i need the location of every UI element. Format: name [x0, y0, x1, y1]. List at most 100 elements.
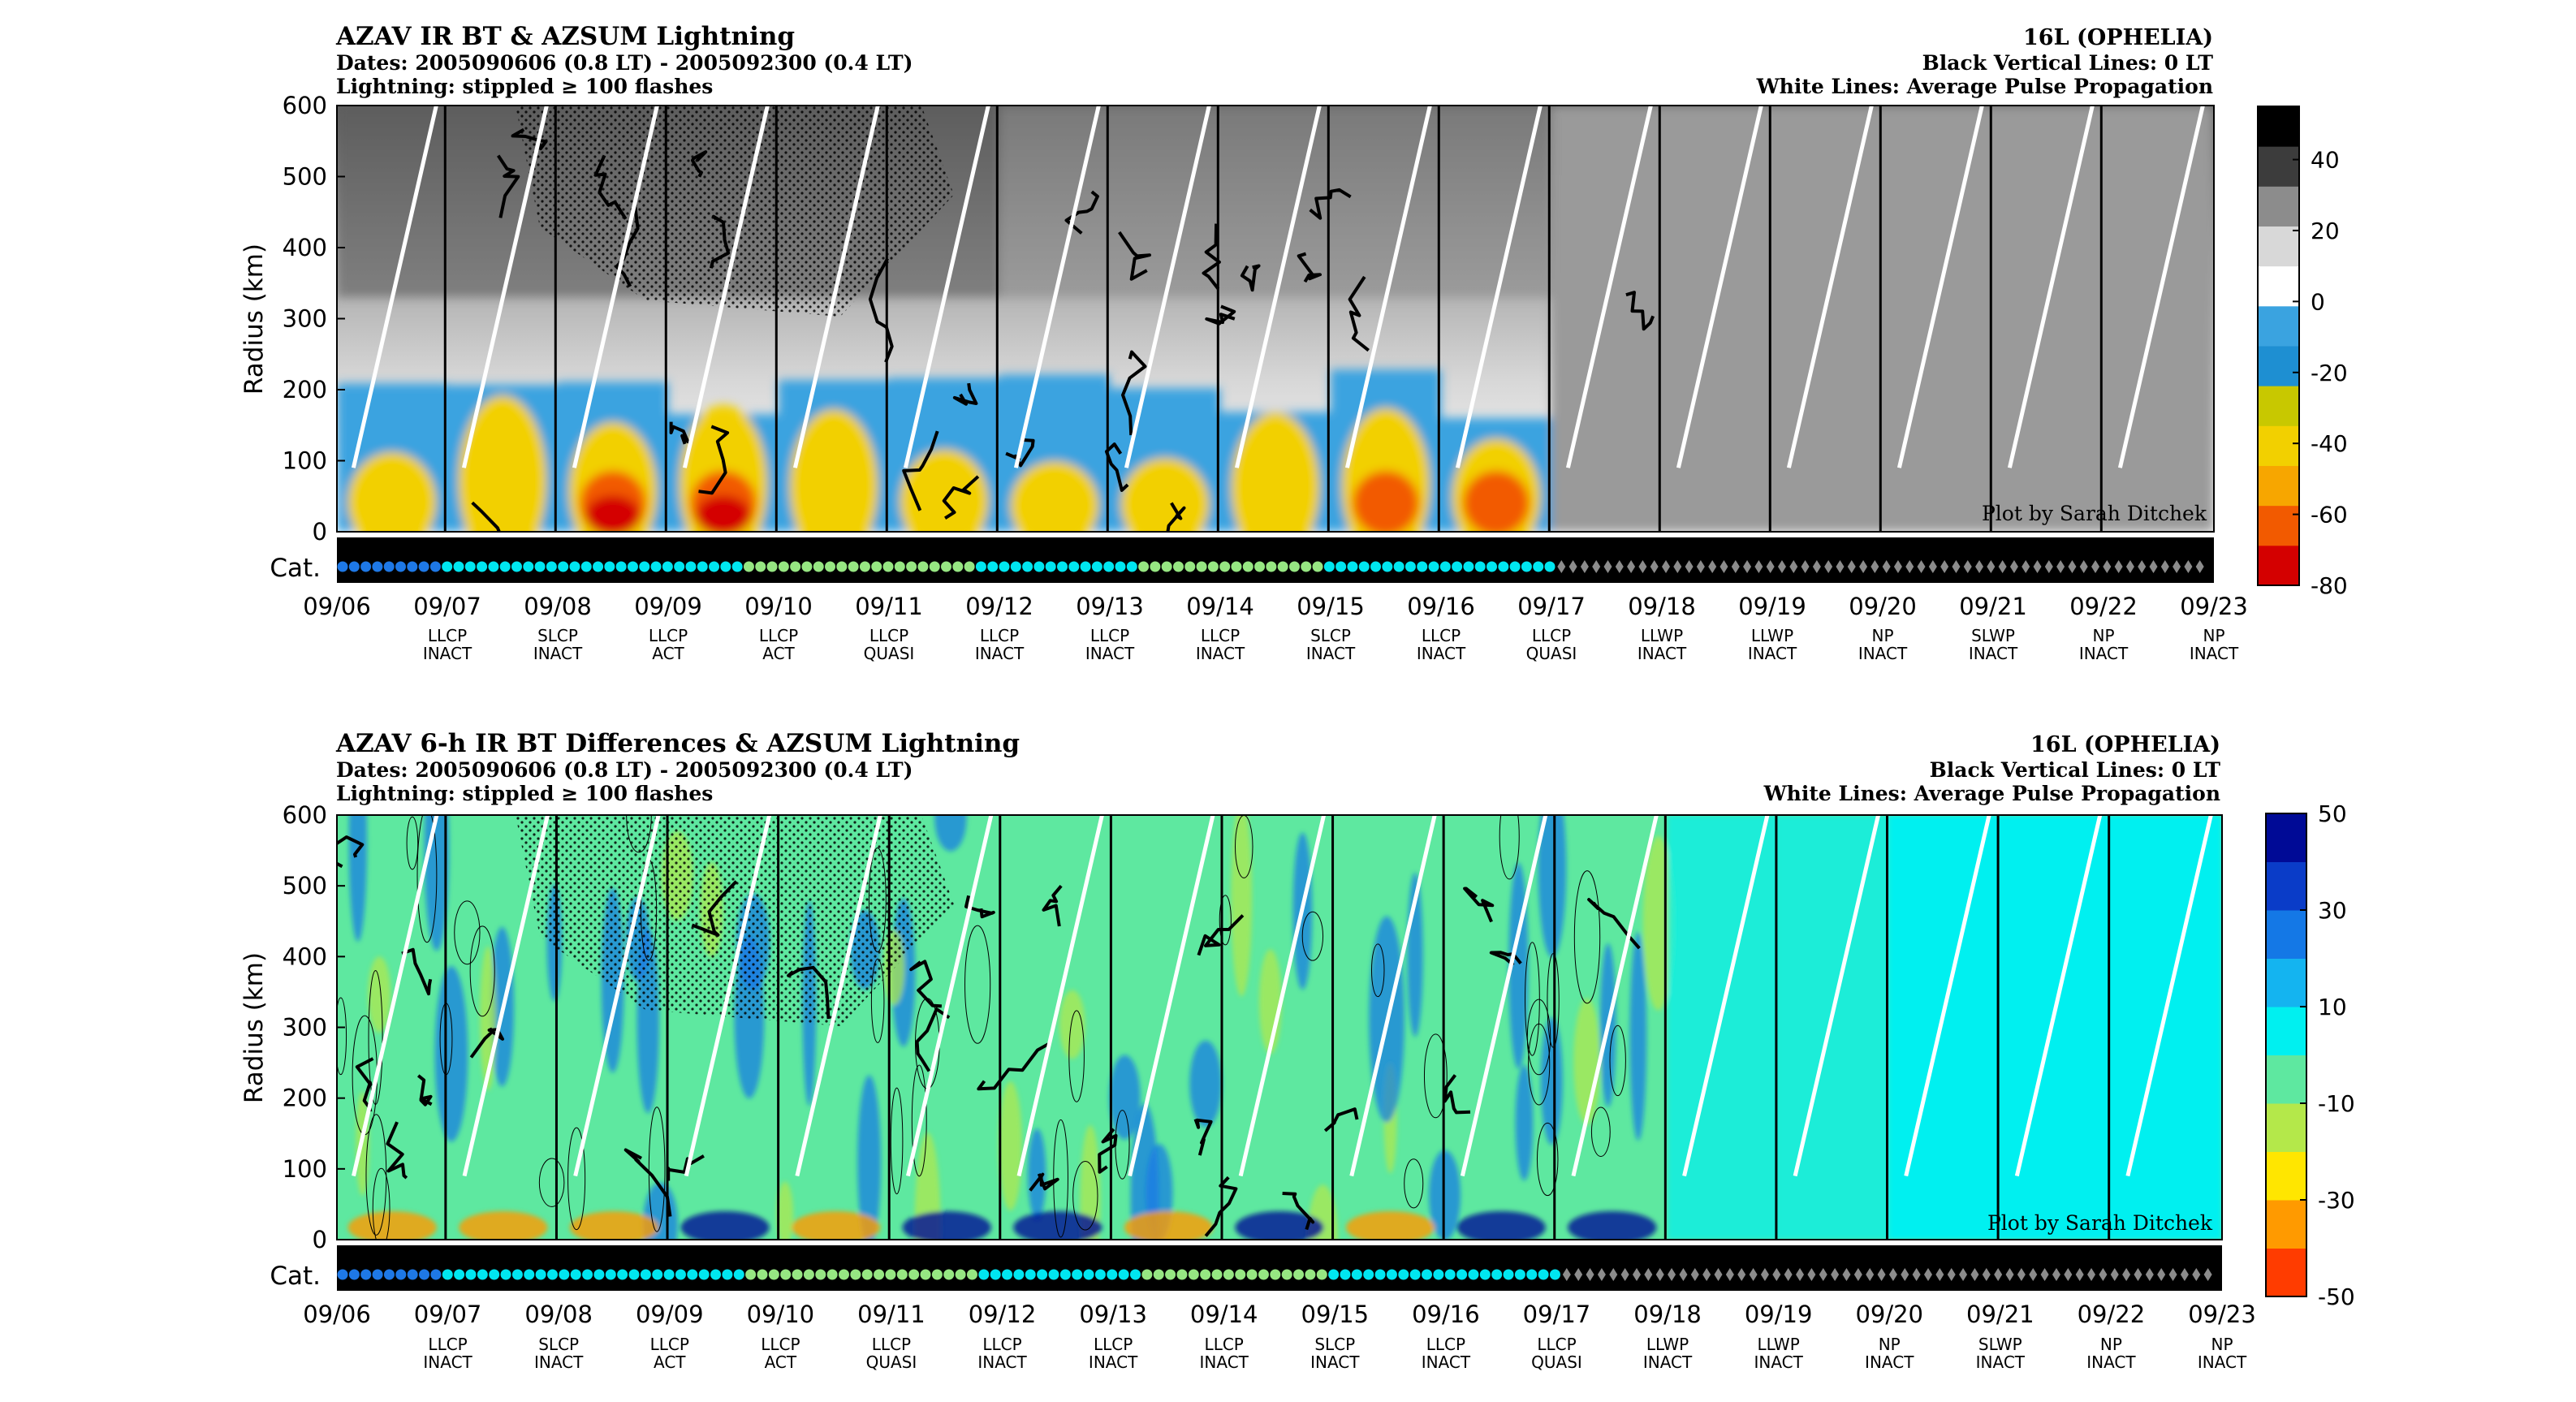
category-marker — [1509, 561, 1521, 572]
category-marker — [1270, 1269, 1281, 1280]
category-marker — [1696, 560, 1705, 573]
category-marker — [593, 1269, 605, 1280]
category-marker — [871, 561, 882, 572]
top-lightning-note: Lightning: stippled ≥ 100 flashes — [336, 75, 713, 98]
category-marker — [2044, 560, 2053, 573]
bottom-pulse-type-label: LLCP — [1205, 1335, 1244, 1354]
category-marker — [1947, 1268, 1956, 1281]
category-marker — [511, 561, 522, 572]
colorbar-swatch — [2266, 1055, 2306, 1104]
category-marker — [1335, 561, 1347, 572]
category-marker — [1772, 1268, 1781, 1281]
category-marker — [1219, 561, 1231, 572]
category-marker — [499, 561, 511, 572]
category-marker — [1126, 561, 1137, 572]
category-marker — [1025, 1269, 1036, 1280]
category-marker — [955, 1269, 966, 1280]
bottom-x-tick-label: 09/19 — [1745, 1301, 1813, 1328]
top-pulse-type-label: SLWP — [1971, 626, 2015, 645]
category-marker — [861, 1269, 873, 1280]
bottom-x-tick-label: 09/12 — [969, 1301, 1037, 1328]
top-x-tick-label: 09/22 — [2069, 593, 2138, 620]
category-marker — [1153, 1269, 1164, 1280]
category-marker — [1235, 1269, 1246, 1280]
bottom-x-tick-label: 09/09 — [636, 1301, 704, 1328]
category-marker — [1568, 560, 1577, 573]
category-marker — [1702, 1268, 1711, 1281]
category-marker — [464, 561, 476, 572]
category-marker — [1789, 560, 1798, 573]
category-marker — [1141, 1269, 1153, 1280]
category-marker — [1277, 561, 1288, 572]
colorbar-swatch — [2266, 1248, 2306, 1297]
category-marker — [1370, 561, 1382, 572]
category-marker — [604, 561, 615, 572]
top-plot-area: 0 100 200 300 400 500 600 Plot by Sarah Ditche… — [283, 92, 2215, 546]
colorbar-tick-label: 10 — [2318, 994, 2347, 1020]
category-marker — [360, 1269, 372, 1280]
category-marker — [2040, 1268, 2049, 1281]
bottom-pulse-state-label: QUASI — [866, 1352, 917, 1372]
category-marker — [1246, 1269, 1258, 1280]
category-marker — [569, 561, 580, 572]
category-marker — [755, 561, 766, 572]
top-x-tick-label: 09/08 — [524, 593, 592, 620]
category-marker — [917, 561, 929, 572]
bottom-lightning-note: Lightning: stippled ≥ 100 flashes — [336, 782, 713, 805]
category-marker — [640, 1269, 651, 1280]
top-pulse-type-label: LLCP — [1422, 626, 1461, 645]
category-marker — [605, 1269, 616, 1280]
category-marker — [697, 561, 708, 572]
top-pulse-state-label: QUASI — [864, 644, 915, 663]
top-x-tick-label: 09/19 — [1738, 593, 1806, 620]
category-marker — [710, 1269, 722, 1280]
category-marker — [2056, 560, 2065, 573]
category-marker — [1409, 1269, 1421, 1280]
category-marker — [1374, 1269, 1386, 1280]
category-marker — [1866, 1268, 1875, 1281]
bottom-pulse-state-label: INACT — [2086, 1352, 2136, 1372]
category-marker — [1281, 1269, 1292, 1280]
top-x-tick-label: 09/10 — [744, 593, 813, 620]
category-marker — [383, 1269, 395, 1280]
bottom-y-tick-label: 600 — [283, 801, 327, 829]
category-marker — [2195, 560, 2204, 573]
top-white-lines-note: White Lines: Average Pulse Propagation — [1756, 75, 2213, 98]
category-marker — [2149, 560, 2158, 573]
category-marker — [1491, 1269, 1503, 1280]
category-marker — [500, 1269, 511, 1280]
category-marker — [1632, 1268, 1641, 1281]
category-marker — [1714, 1268, 1723, 1281]
category-marker — [1022, 561, 1033, 572]
category-marker — [2022, 560, 2030, 573]
bottom-colorbar: 50 30 10 -10 -30 -50 — [2265, 800, 2355, 1310]
category-marker — [662, 561, 673, 572]
category-marker — [1312, 561, 1323, 572]
colorbar-swatch — [2258, 305, 2299, 347]
category-marker — [628, 1269, 640, 1280]
category-marker — [1266, 561, 1277, 572]
bottom-y-tick-label: 100 — [283, 1155, 327, 1183]
top-pulse-type-label: SLCP — [537, 626, 578, 645]
category-marker — [2134, 1268, 2142, 1281]
category-marker — [1452, 561, 1463, 572]
category-marker — [675, 1269, 686, 1280]
category-marker — [1690, 1268, 1699, 1281]
bottom-panel: AZAV 6-h IR BT Differences & AZSUM Light… — [239, 729, 2355, 1372]
category-marker — [1405, 561, 1416, 572]
top-pulse-state-label: INACT — [1306, 644, 1356, 663]
category-marker — [546, 561, 557, 572]
top-vertical-lines-note: Black Vertical Lines: 0 LT — [1922, 51, 2214, 75]
top-x-tick-label: 09/20 — [1849, 593, 1917, 620]
category-marker — [1363, 1269, 1374, 1280]
category-marker — [1094, 1269, 1106, 1280]
top-pulse-state-label: INACT — [1417, 644, 1466, 663]
top-y-tick-label: 500 — [283, 163, 327, 191]
bottom-pulse-type-label: SLCP — [538, 1335, 579, 1354]
category-marker — [477, 1269, 488, 1280]
category-marker — [1685, 560, 1694, 573]
category-marker — [731, 561, 743, 572]
category-marker — [1242, 561, 1253, 572]
category-marker — [1080, 561, 1091, 572]
